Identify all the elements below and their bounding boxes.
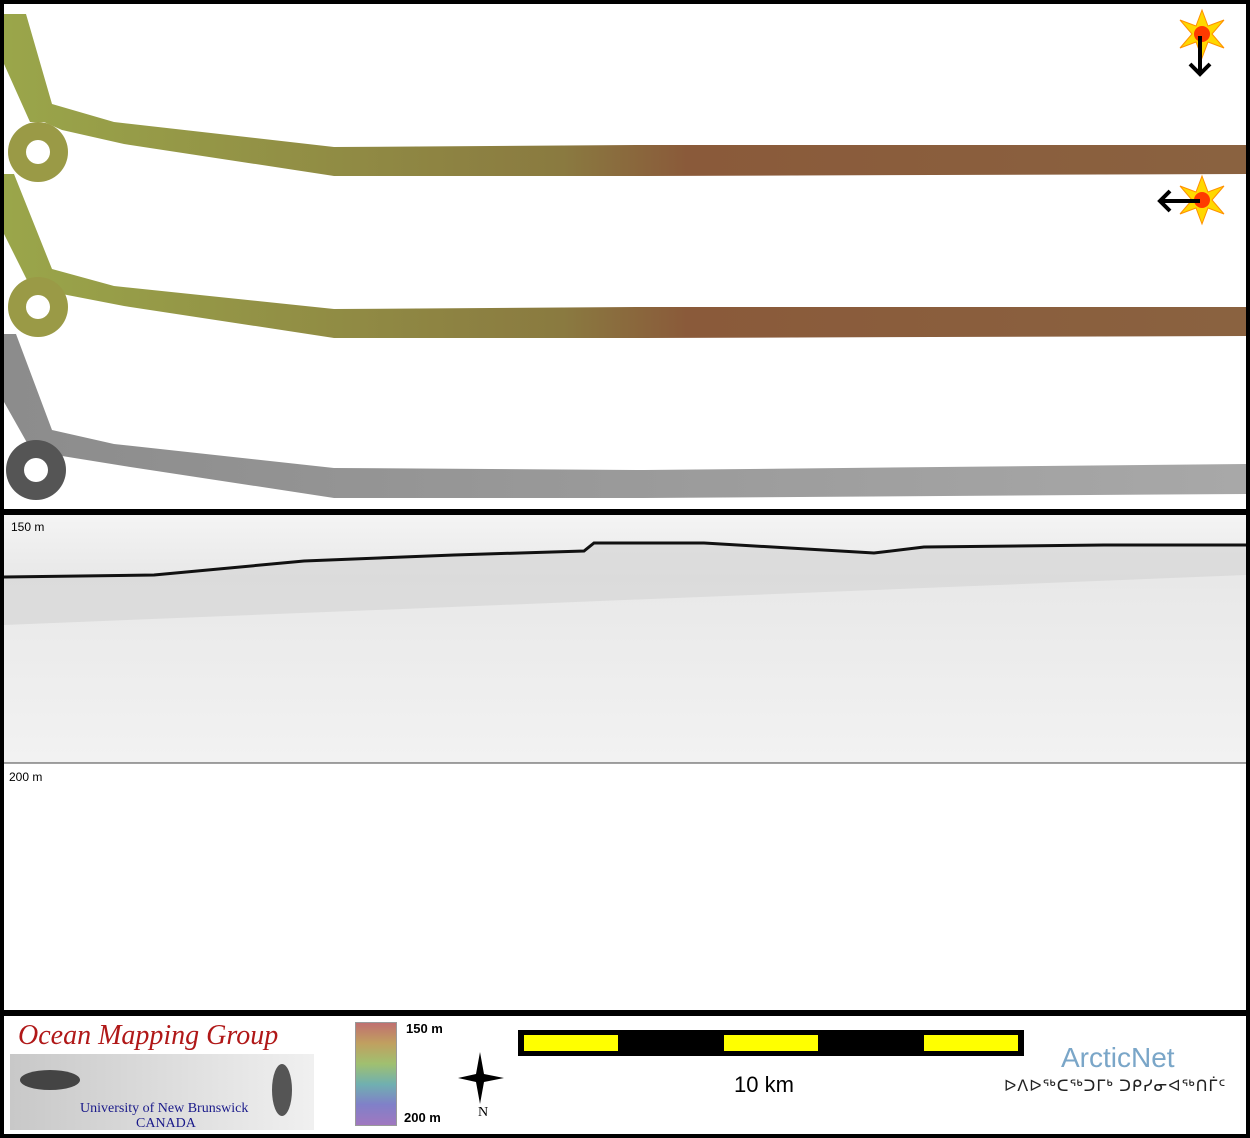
swath-shaded-relief-1 xyxy=(4,14,1246,182)
colorbar-bottom-label: 200 m xyxy=(404,1110,441,1125)
scale-label: 10 km xyxy=(734,1072,794,1097)
omg-logo-country: CANADA xyxy=(136,1116,196,1131)
scale-bar-segment xyxy=(524,1035,618,1051)
colorbar-top-label: 150 m xyxy=(406,1021,443,1036)
depth-colorbar xyxy=(355,1022,397,1126)
arcticnet-syllabics: ᐅᐱᐅᖅᑕᖅᑐᒥᒃ ᑐᑭᓯᓂᐊᖅᑎᒦᑦ xyxy=(1004,1078,1227,1095)
map-panel xyxy=(4,4,1246,509)
omg-logo-title: Ocean Mapping Group xyxy=(18,1020,279,1051)
arrow-left-icon xyxy=(1157,189,1200,213)
profile-panel: 150 m 200 m xyxy=(4,515,1246,1010)
subbottom-profile xyxy=(4,515,1246,764)
swath-shaded-relief-2 xyxy=(4,174,1246,338)
arrow-down-icon xyxy=(1188,36,1212,77)
profile-top-depth-label: 150 m xyxy=(11,520,45,534)
swath-backscatter xyxy=(4,334,1246,500)
north-label: N xyxy=(478,1105,488,1118)
profile-bottom-depth-label: 200 m xyxy=(9,770,43,784)
scale-bar xyxy=(518,1030,1024,1056)
arcticnet-logo: ArcticNet xyxy=(1061,1042,1175,1073)
north-arrow-icon: N xyxy=(458,1052,504,1118)
sun-icon xyxy=(1179,174,1225,226)
scale-bar-segment xyxy=(724,1035,818,1051)
scale-bar-segment xyxy=(924,1035,1018,1051)
swath-map xyxy=(4,8,1246,500)
omg-logo-art xyxy=(10,1054,314,1130)
footer-panel: Ocean Mapping Group University of New Br… xyxy=(4,1016,1246,1134)
omg-logo: Ocean Mapping Group University of New Br… xyxy=(10,1018,314,1131)
omg-logo-university: University of New Brunswick xyxy=(80,1101,249,1116)
